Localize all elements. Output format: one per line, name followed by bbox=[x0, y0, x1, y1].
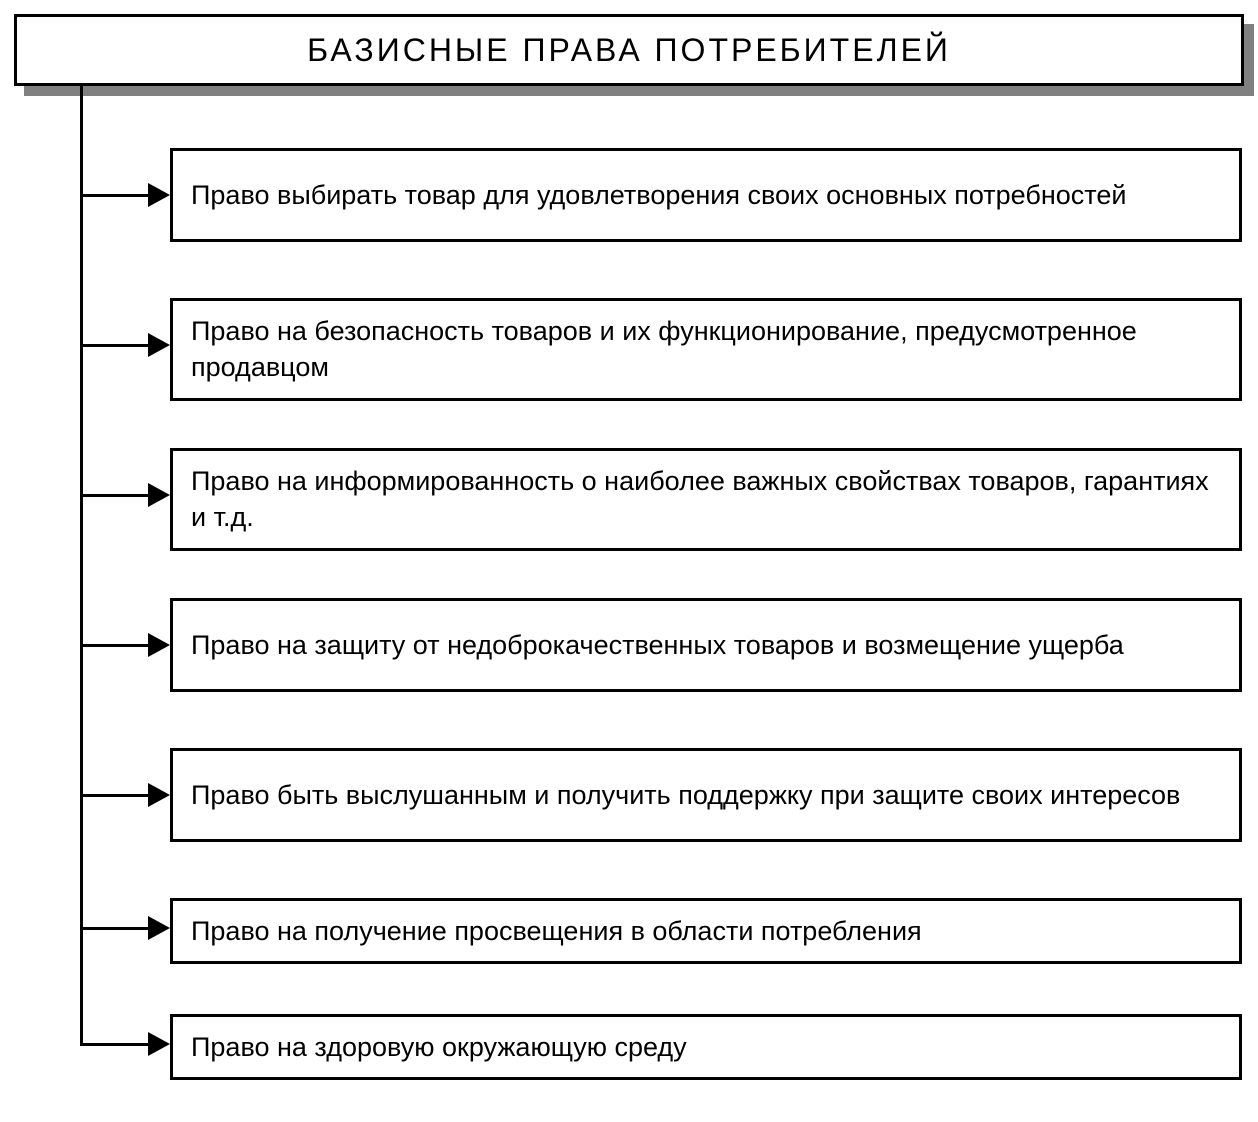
item-text: Право быть выслушанным и получить поддер… bbox=[191, 777, 1180, 813]
arrow-head-icon bbox=[148, 183, 170, 207]
arrow-connector-line bbox=[80, 1043, 152, 1046]
item-text: Право на здоровую окружающую среду bbox=[191, 1029, 687, 1065]
vertical-connector-line bbox=[80, 86, 83, 1046]
arrow-connector-line bbox=[80, 194, 152, 197]
diagram-title: БАЗИСНЫЕ ПРАВА ПОТРЕБИТЕЛЕЙ bbox=[307, 32, 951, 69]
item-box: Право быть выслушанным и получить поддер… bbox=[170, 748, 1242, 842]
arrow-head-icon bbox=[148, 1032, 170, 1056]
arrow-head-icon bbox=[148, 633, 170, 657]
arrow-connector-line bbox=[80, 494, 152, 497]
item-text: Право на защиту от недоброкачественных т… bbox=[191, 627, 1124, 663]
arrow-head-icon bbox=[148, 333, 170, 357]
arrow-connector-line bbox=[80, 794, 152, 797]
arrow-connector-line bbox=[80, 644, 152, 647]
item-box: Право на защиту от недоброкачественных т… bbox=[170, 598, 1242, 692]
item-text: Право на безопасность товаров и их функц… bbox=[191, 313, 1221, 386]
arrow-connector-line bbox=[80, 344, 152, 347]
title-box: БАЗИСНЫЕ ПРАВА ПОТРЕБИТЕЛЕЙ bbox=[14, 14, 1244, 86]
item-box: Право на информированность о наиболее ва… bbox=[170, 448, 1242, 551]
item-box: Право на получение просвещения в области… bbox=[170, 898, 1242, 964]
item-text: Право выбирать товар для удовлетворения … bbox=[191, 177, 1126, 213]
arrow-connector-line bbox=[80, 927, 152, 930]
item-box: Право на здоровую окружающую среду bbox=[170, 1014, 1242, 1080]
arrow-head-icon bbox=[148, 916, 170, 940]
item-box: Право выбирать товар для удовлетворения … bbox=[170, 148, 1242, 242]
item-text: Право на информированность о наиболее ва… bbox=[191, 463, 1221, 536]
item-text: Право на получение просвещения в области… bbox=[191, 913, 922, 949]
arrow-head-icon bbox=[148, 783, 170, 807]
item-box: Право на безопасность товаров и их функц… bbox=[170, 298, 1242, 401]
diagram-root: БАЗИСНЫЕ ПРАВА ПОТРЕБИТЕЛЕЙ Право выбира… bbox=[10, 10, 1248, 1112]
arrow-head-icon bbox=[148, 483, 170, 507]
